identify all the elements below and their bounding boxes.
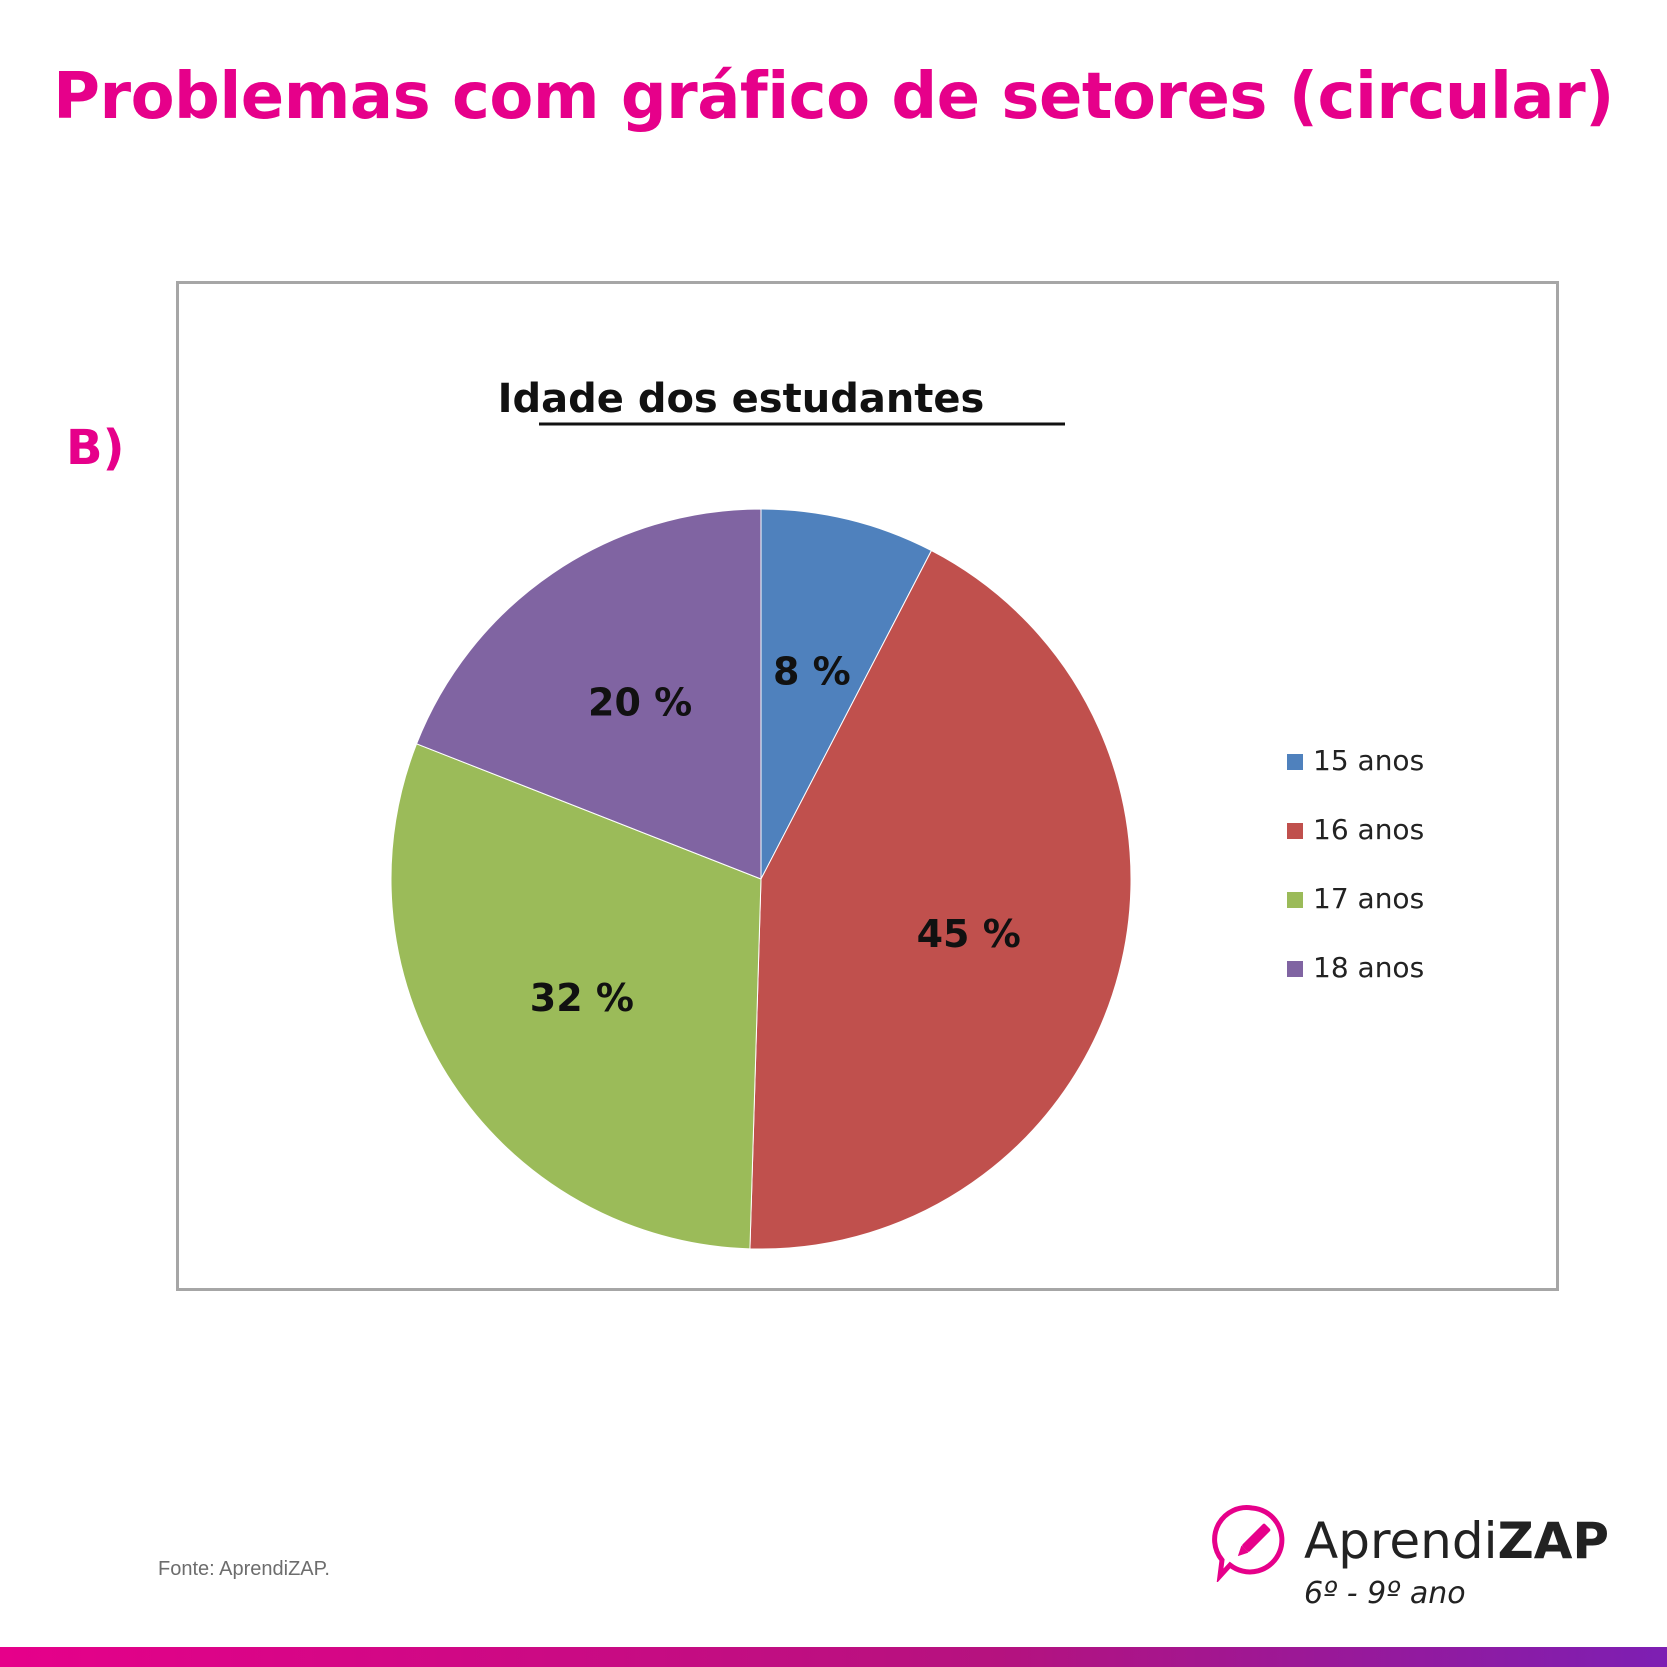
option-label: B)	[66, 420, 125, 476]
slice-data-label: 20 %	[588, 681, 692, 725]
bottom-gradient-bar	[0, 1647, 1667, 1667]
legend-label: 18 anos	[1313, 951, 1424, 984]
legend-label: 17 anos	[1313, 882, 1424, 915]
slice-data-label: 45 %	[917, 912, 1021, 956]
chart-frame: Idade dos estudantes 8 % 45 % 32 % 20 % 15 …	[176, 281, 1559, 1291]
pie-slice-16-anos	[749, 549, 1132, 1250]
pie-slice-labels: 8 % 45 % 32 % 20 %	[530, 650, 1021, 1021]
aprendizap-logo: AprendiZAP 6º - 9º ano	[1212, 1498, 1632, 1618]
pie-slice-18-anos	[415, 508, 762, 880]
legend-label: 15 anos	[1313, 744, 1424, 777]
legend-label: 16 anos	[1313, 813, 1424, 846]
pie-chart: Idade dos estudantes 8 % 45 % 32 % 20 % 15 …	[390, 376, 1424, 1250]
brand-prefix: Aprendi	[1304, 1512, 1498, 1570]
brand-name: AprendiZAP	[1304, 1512, 1609, 1570]
legend-swatch	[1287, 823, 1303, 839]
source-note: Fonte: AprendiZAP.	[158, 1558, 330, 1580]
slice-data-label: 8 %	[773, 650, 851, 694]
speech-pencil-icon	[1212, 1505, 1285, 1582]
chart-legend: 15 anos 16 anos 17 anos 18 anos	[1287, 744, 1424, 984]
slice-data-label: 32 %	[530, 976, 634, 1020]
pie-slice-15-anos	[760, 508, 933, 880]
grade-range: 6º - 9º ano	[1304, 1576, 1466, 1611]
page-title: Problemas com gráfico de setores (circul…	[53, 60, 1614, 134]
chart-title: Idade dos estudantes	[498, 376, 985, 422]
legend-swatch	[1287, 892, 1303, 908]
brand-bold: ZAP	[1497, 1512, 1610, 1570]
pie-slice-17-anos	[390, 743, 762, 1250]
legend-swatch	[1287, 961, 1303, 977]
legend-swatch	[1287, 754, 1303, 770]
pie-slices	[390, 508, 1132, 1250]
